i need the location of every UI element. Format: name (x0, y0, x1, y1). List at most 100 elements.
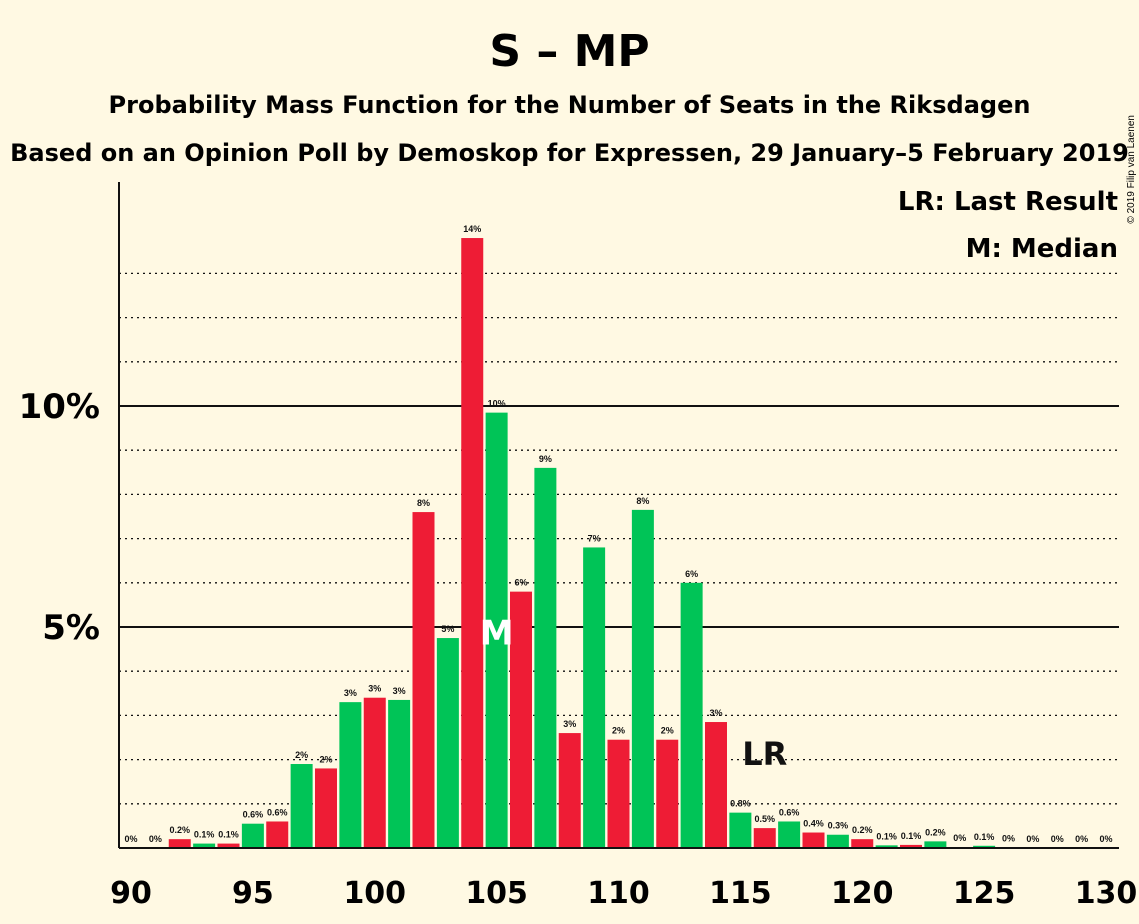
bar-seat-123 (924, 841, 947, 848)
bar-label-seat-104: 14% (463, 224, 481, 234)
x-tick-95: 95 (232, 876, 274, 911)
chart-subtitle-2: Based on an Opinion Poll by Demoskop for… (10, 139, 1129, 167)
x-tick-labels: 90 95 100 105 110 115 120 125 130 (110, 876, 1137, 911)
bar-seat-92 (168, 839, 191, 848)
bar-label-seat-110: 2% (612, 726, 625, 736)
bar-label-seat-93: 0.1% (194, 830, 215, 840)
last-result-marker: LR (742, 735, 787, 773)
bar-seat-121 (875, 845, 898, 848)
bar-seat-102 (412, 512, 435, 848)
bar-label-seat-118: 0.4% (803, 819, 824, 829)
median-marker: M (480, 614, 514, 654)
bar-seat-120 (851, 839, 874, 848)
bar-label-seat-114: 3% (709, 708, 722, 718)
bar-label-seat-116: 0.5% (754, 814, 775, 824)
x-tick-115: 115 (709, 876, 772, 911)
bar-seat-101 (388, 699, 411, 848)
bar-label-seat-101: 3% (393, 686, 406, 696)
bar-label-seat-123: 0.2% (925, 827, 946, 837)
bar-seat-125 (973, 845, 996, 848)
bar-seat-96 (266, 821, 289, 848)
bars (168, 238, 1020, 849)
bar-label-seat-111: 8% (636, 496, 649, 506)
copyright-note: © 2019 Filip van Laenen (1126, 115, 1137, 224)
bar-labels: 0% 0%0.2% 0.1% 0.1%0.6% 0.6%2% 2%3% 3% 3%8%5%14… (124, 224, 1112, 844)
grid-lines (119, 272, 1119, 805)
bar-seat-95 (241, 823, 264, 848)
bar-seat-122 (900, 844, 922, 848)
bar-label-seat-129: 0% (1075, 834, 1088, 844)
bar-label-seat-130: 0% (1099, 834, 1112, 844)
bar-label-seat-127: 0% (1026, 834, 1039, 844)
bar-seat-110 (607, 739, 630, 848)
bar-label-seat-94: 0.1% (218, 830, 239, 840)
y-tick-10: 10% (19, 387, 100, 427)
x-tick-120: 120 (831, 876, 894, 911)
bar-label-seat-95: 0.6% (243, 810, 264, 820)
bar-label-seat-112: 2% (661, 726, 674, 736)
bar-label-seat-120: 0.2% (852, 825, 873, 835)
bar-seat-117 (778, 821, 801, 848)
bar-label-seat-102: 8% (417, 498, 430, 508)
bar-label-seat-92: 0.2% (169, 825, 190, 835)
bar-seat-114 (705, 722, 727, 848)
bar-seat-108 (558, 733, 581, 848)
bar-seat-107 (534, 467, 557, 848)
bar-label-seat-98: 2% (319, 754, 332, 764)
bar-seat-115 (729, 812, 752, 848)
y-tick-5: 5% (42, 608, 100, 648)
x-tick-90: 90 (110, 876, 152, 911)
bar-label-seat-128: 0% (1051, 834, 1064, 844)
bar-label-seat-105: 10% (488, 399, 506, 409)
x-tick-100: 100 (343, 876, 406, 911)
markers: M LR (480, 614, 788, 773)
bar-label-seat-126: 0% (1002, 834, 1015, 844)
bar-seat-119 (826, 834, 849, 848)
bar-label-seat-90: 0% (124, 834, 137, 844)
bar-label-seat-96: 0.6% (267, 807, 288, 817)
bar-seat-111 (631, 509, 654, 848)
bar-seat-99 (339, 702, 362, 848)
bar-seat-94 (217, 843, 240, 848)
bar-label-seat-121: 0.1% (876, 831, 897, 841)
bar-seat-109 (583, 547, 606, 848)
chart-title: S – MP (489, 26, 649, 77)
bar-label-seat-99: 3% (344, 688, 357, 698)
bar-label-seat-100: 3% (368, 684, 381, 694)
bar-label-seat-103: 5% (441, 624, 454, 634)
bar-seat-104 (461, 238, 484, 849)
chart-subtitle-1: Probability Mass Function for the Number… (109, 91, 1031, 119)
x-tick-110: 110 (587, 876, 650, 911)
bar-seat-116 (753, 828, 776, 848)
bar-seat-100 (363, 697, 386, 848)
bar-label-seat-97: 2% (295, 750, 308, 760)
bar-label-seat-107: 9% (539, 454, 552, 464)
bar-seat-118 (802, 832, 825, 848)
x-tick-105: 105 (465, 876, 528, 911)
x-tick-130: 130 (1075, 876, 1138, 911)
x-tick-125: 125 (953, 876, 1016, 911)
bar-label-seat-108: 3% (563, 719, 576, 729)
bar-seat-105 (485, 412, 508, 848)
legend-median: M: Median (966, 234, 1118, 264)
bar-label-seat-122: 0.1% (901, 831, 922, 841)
legend-last-result: LR: Last Result (898, 187, 1118, 217)
bar-label-seat-113: 6% (685, 569, 698, 579)
bar-label-seat-109: 7% (588, 533, 601, 543)
bar-seat-98 (315, 768, 337, 848)
bar-label-seat-106: 6% (514, 578, 527, 588)
bar-label-seat-117: 0.6% (779, 807, 800, 817)
bar-label-seat-125: 0.1% (974, 832, 995, 842)
bar-seat-113 (680, 582, 703, 848)
bar-seat-97 (290, 764, 313, 848)
bar-label-seat-91: 0% (149, 834, 162, 844)
axes (118, 182, 1119, 849)
bar-seat-103 (436, 638, 459, 848)
bar-label-seat-124: 0% (953, 833, 966, 843)
y-tick-labels: 5% 10% (19, 387, 100, 648)
bar-seat-106 (510, 591, 532, 848)
bar-label-seat-115: 0.8% (730, 799, 751, 809)
bar-seat-112 (656, 739, 679, 848)
bar-seat-93 (193, 843, 216, 848)
